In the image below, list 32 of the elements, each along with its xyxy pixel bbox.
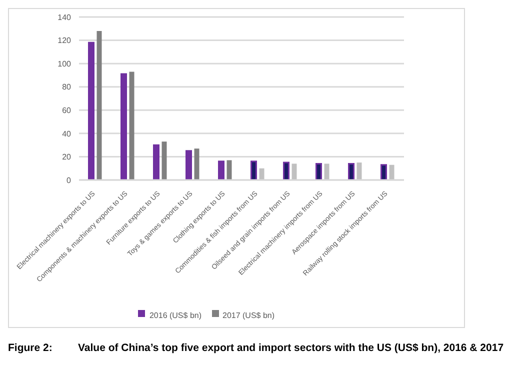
bar xyxy=(88,42,94,180)
bar xyxy=(96,30,102,180)
y-tick-label: 60 xyxy=(62,106,72,115)
bar xyxy=(194,148,200,180)
bar xyxy=(226,160,232,180)
legend-label: 2017 (US$ bn) xyxy=(222,311,275,320)
bar xyxy=(316,162,322,180)
bar xyxy=(380,164,387,180)
y-tick-label: 0 xyxy=(66,176,72,185)
caption: Figure 2: xyxy=(8,342,52,354)
y-tick-label: 80 xyxy=(62,82,72,92)
bar xyxy=(129,72,134,180)
bar xyxy=(259,168,264,180)
bar xyxy=(250,160,257,180)
bar xyxy=(162,142,167,180)
bar xyxy=(283,162,290,180)
text: Value of China’s top five export and import sectors with the US (US$ bn), 2016 & 2017 xyxy=(78,342,504,354)
y-tick-label: 120 xyxy=(58,36,72,46)
bar xyxy=(348,162,354,180)
legend-label: 2016 (US$ bn) xyxy=(149,311,202,320)
bar xyxy=(356,162,362,180)
y-tick-label: 100 xyxy=(58,59,72,68)
y-tick-label: 40 xyxy=(62,129,72,138)
bar xyxy=(292,164,297,180)
bar xyxy=(186,150,192,180)
bar xyxy=(389,164,394,180)
y-tick-label: 20 xyxy=(62,152,72,162)
bar xyxy=(218,160,224,180)
y-tick-label: 140 xyxy=(58,12,72,22)
bar xyxy=(153,144,160,180)
bar xyxy=(324,164,330,180)
bar xyxy=(120,73,127,180)
